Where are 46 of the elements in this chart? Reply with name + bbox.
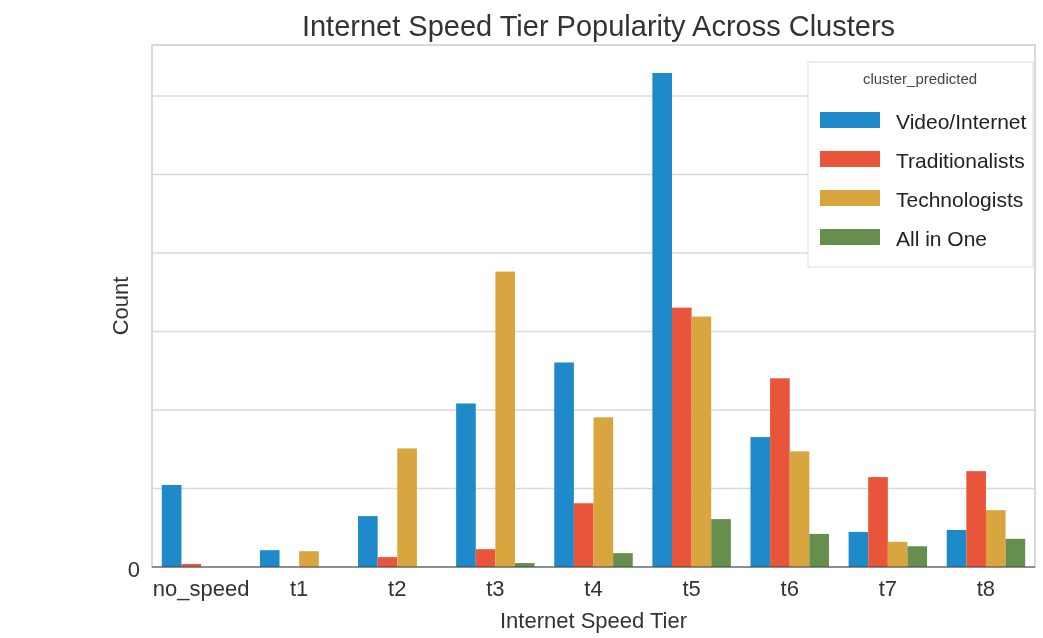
bar bbox=[161, 485, 182, 567]
bar bbox=[966, 471, 986, 567]
x-tick-label: t1 bbox=[289, 576, 309, 601]
bar bbox=[848, 531, 869, 567]
bar bbox=[789, 451, 810, 567]
bar bbox=[946, 529, 967, 567]
bar bbox=[456, 403, 476, 567]
bar bbox=[475, 549, 496, 567]
bar bbox=[1005, 538, 1026, 567]
bar bbox=[554, 362, 574, 567]
x-tick-label: no_speed bbox=[152, 576, 250, 601]
bar bbox=[573, 503, 594, 567]
bar bbox=[495, 271, 516, 567]
bar bbox=[750, 437, 771, 567]
bar bbox=[259, 550, 280, 567]
bar bbox=[711, 519, 731, 567]
bar bbox=[985, 510, 1006, 567]
bar bbox=[613, 553, 633, 567]
bar bbox=[809, 533, 829, 567]
legend-label: All in One bbox=[896, 227, 988, 250]
x-tick-label: t8 bbox=[976, 576, 996, 601]
bar bbox=[907, 546, 928, 567]
x-tick-label: t5 bbox=[682, 576, 701, 601]
bar bbox=[593, 417, 614, 567]
bar bbox=[358, 516, 378, 567]
bar bbox=[691, 316, 712, 567]
x-tick-label: t3 bbox=[486, 576, 505, 601]
legend-title: cluster_predicted bbox=[862, 70, 978, 87]
bar bbox=[770, 378, 790, 567]
x-tick-label: t6 bbox=[780, 576, 799, 601]
bar bbox=[397, 448, 417, 567]
bar bbox=[868, 477, 888, 567]
x-tick-label: t4 bbox=[584, 576, 603, 601]
bar bbox=[671, 307, 692, 567]
x-axis-title: Internet Speed Tier bbox=[499, 608, 688, 633]
bar bbox=[652, 73, 672, 567]
bar bbox=[299, 551, 319, 567]
bar bbox=[887, 541, 908, 567]
x-tick-label: t2 bbox=[388, 576, 407, 601]
legend-label: Technologists bbox=[896, 188, 1024, 211]
chart-title: Internet Speed Tier Popularity Across Clusters bbox=[301, 10, 896, 42]
legend-label: Traditionalists bbox=[896, 149, 1025, 172]
x-tick-label: t7 bbox=[878, 576, 898, 601]
y-axis-title: Count bbox=[108, 276, 133, 336]
text: 0 bbox=[127, 557, 140, 582]
legend-label: Video/Internet bbox=[896, 110, 1027, 133]
